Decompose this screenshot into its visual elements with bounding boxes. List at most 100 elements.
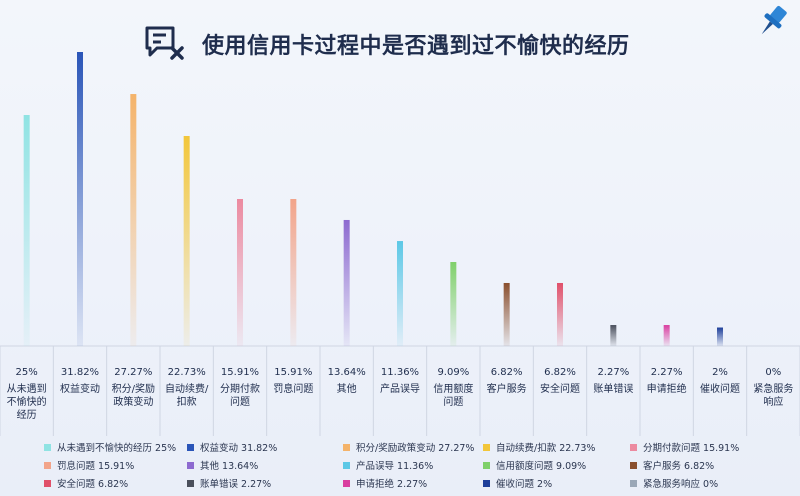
value-label: 9.09% [437, 367, 469, 378]
legend-swatch [187, 443, 194, 451]
legend-label: 账单错误 2.27% [200, 479, 272, 490]
legend-item: 从未遇到不愉快的经历 25% [44, 440, 176, 454]
value-label: 31.82% [61, 367, 99, 378]
legend-label: 其他 13.64% [200, 461, 259, 472]
category-label: 政策变动 [113, 395, 153, 408]
legend-swatch [483, 479, 490, 487]
value-label: 2.27% [597, 367, 629, 378]
chart-title: 使用信用卡过程中是否遇到过不愉快的经历 [202, 34, 630, 59]
value-label: 15.91% [274, 367, 312, 378]
bar [183, 135, 190, 346]
legend-label: 产品误导 11.36% [356, 461, 434, 472]
bar [343, 219, 350, 346]
category-label: 紧急服务 [753, 382, 793, 395]
bar [130, 94, 137, 346]
value-label: 25% [16, 367, 38, 378]
value-label: 15.91% [221, 367, 259, 378]
category-label: 问题 [230, 395, 250, 408]
category-label: 积分/奖励 [112, 382, 155, 395]
legend-item: 账单错误 2.27% [187, 476, 271, 490]
value-label: 13.64% [328, 367, 366, 378]
legend-item: 申请拒绝 2.27% [343, 476, 427, 490]
category-label: 问题 [443, 395, 463, 408]
value-label: 0% [765, 367, 781, 378]
legend-item: 权益变动 31.82% [187, 440, 277, 454]
legend-item: 自动续费/扣款 22.73% [483, 440, 595, 454]
legend-swatch [187, 479, 194, 487]
legend-label: 紧急服务响应 0% [643, 479, 719, 490]
message-x-icon [145, 26, 184, 60]
bar [290, 199, 297, 346]
bar [610, 325, 617, 346]
bar [450, 262, 457, 346]
bar [503, 282, 510, 346]
legend-swatch [44, 479, 51, 487]
chart-legend: 从未遇到不愉快的经历 25% 权益变动 31.82% 积分/奖励政策变动 27.27… [0, 438, 800, 494]
value-label: 6.82% [491, 367, 523, 378]
legend-swatch [44, 443, 51, 451]
category-label: 客户服务 [487, 382, 527, 395]
category-label: 申请拒绝 [647, 382, 687, 395]
bar [23, 115, 30, 346]
legend-item: 信用额度问题 9.09% [483, 458, 586, 472]
legend-item: 紧急服务响应 0% [630, 476, 718, 490]
legend-swatch [343, 479, 350, 487]
category-label: 经历 [17, 408, 37, 421]
legend-label: 催收问题 2% [496, 479, 553, 490]
category-label: 安全问题 [540, 382, 580, 395]
legend-label: 从未遇到不愉快的经历 25% [57, 443, 177, 454]
legend-label: 申请拒绝 2.27% [356, 479, 428, 490]
legend-swatch [483, 461, 490, 469]
value-label: 2.27% [651, 367, 683, 378]
category-label: 产品误导 [380, 382, 420, 395]
legend-item: 罚息问题 15.91% [44, 458, 134, 472]
chart-header: 使用信用卡过程中是否遇到过不愉快的经历 [144, 24, 630, 64]
bar [663, 325, 670, 346]
category-label: 响应 [763, 395, 783, 408]
legend-label: 权益变动 31.82% [200, 443, 278, 454]
legend-label: 自动续费/扣款 22.73% [496, 443, 596, 454]
value-label: 22.73% [168, 367, 206, 378]
legend-swatch [343, 461, 350, 469]
category-label: 从未遇到 [7, 383, 47, 395]
legend-item: 分期付款问题 15.91% [630, 440, 739, 454]
legend-item: 催收问题 2% [483, 476, 552, 490]
legend-label: 罚息问题 15.91% [57, 461, 135, 472]
legend-label: 安全问题 6.82% [57, 479, 129, 490]
category-label: 权益变动 [60, 382, 100, 395]
category-label: 罚息问题 [273, 382, 313, 395]
legend-swatch [483, 443, 490, 451]
bar [557, 282, 563, 346]
category-label: 自动续费/ [165, 382, 209, 395]
category-label: 分期付款 [220, 382, 260, 395]
legend-label: 客户服务 6.82% [643, 461, 715, 472]
legend-item: 安全问题 6.82% [44, 476, 128, 490]
category-label: 扣款 [177, 395, 197, 408]
legend-label: 积分/奖励政策变动 27.27% [356, 443, 475, 454]
bar [397, 241, 403, 346]
legend-item: 客户服务 6.82% [630, 458, 714, 472]
legend-item: 其他 13.64% [187, 458, 258, 472]
value-label: 6.82% [544, 367, 576, 378]
legend-swatch [44, 461, 51, 469]
value-label: 2% [712, 367, 728, 378]
category-label: 催收问题 [700, 382, 740, 395]
value-label: 27.27% [114, 367, 152, 378]
legend-item: 积分/奖励政策变动 27.27% [343, 440, 474, 454]
category-label: 不愉快的 [7, 395, 47, 408]
bar [237, 199, 243, 346]
bar [717, 327, 723, 346]
legend-swatch [187, 461, 194, 469]
legend-swatch [343, 443, 350, 451]
legend-swatch [630, 443, 637, 451]
value-label: 11.36% [381, 367, 419, 378]
legend-label: 信用额度问题 9.09% [496, 461, 587, 472]
legend-swatch [630, 461, 637, 469]
legend-swatch [630, 479, 637, 487]
category-label: 信用额度 [433, 382, 473, 395]
plot-area: 25% 从未遇到不愉快的经历 31.82% 权益变动 27.27% 积分/奖励政策变动 22… [0, 52, 800, 436]
bar [77, 52, 83, 346]
legend-item: 产品误导 11.36% [343, 458, 433, 472]
legend-label: 分期付款问题 15.91% [643, 443, 740, 454]
